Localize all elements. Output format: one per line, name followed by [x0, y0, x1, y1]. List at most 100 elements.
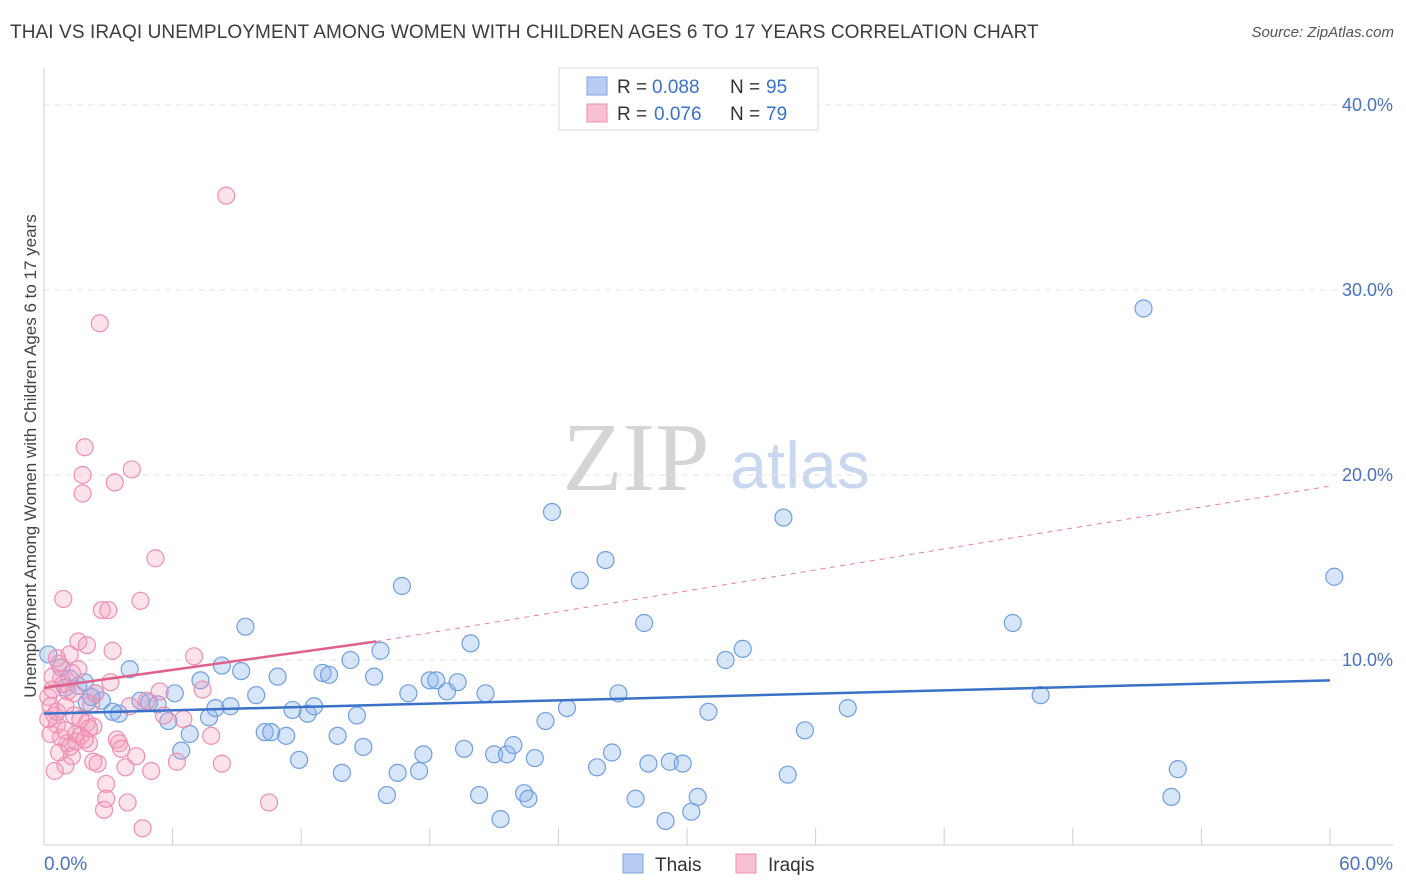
thais-point	[716, 650, 735, 670]
thais-point	[1162, 787, 1181, 807]
iraqis-point	[43, 667, 62, 686]
thais-point	[557, 698, 577, 718]
thais-point	[232, 661, 251, 681]
legend-iraqis-swatch	[586, 103, 608, 123]
thais-point	[120, 660, 139, 679]
thais-point	[221, 697, 240, 716]
thais-point	[476, 684, 495, 703]
thais-point	[212, 656, 231, 675]
bottom-legend-iraqis-swatch	[735, 853, 757, 874]
thais-point	[838, 698, 857, 718]
thais-point	[341, 650, 360, 670]
iraqis-point	[79, 719, 99, 738]
thais-point	[626, 789, 645, 808]
thais-point	[542, 502, 562, 522]
iraqis-point	[39, 710, 58, 729]
thais-point	[1325, 567, 1344, 586]
data-points	[39, 186, 1344, 838]
thais-point	[587, 758, 607, 777]
thais-point	[461, 634, 480, 653]
thais-point	[313, 663, 332, 683]
iraqis-point	[101, 673, 120, 692]
thais-trend-line	[43, 679, 1331, 715]
thais-point	[504, 735, 523, 755]
thais-point	[1003, 613, 1022, 633]
thais-point	[639, 754, 658, 773]
iraqis-point	[56, 721, 75, 740]
thais-point	[497, 745, 517, 764]
y-tick-label: 10.0%	[1342, 650, 1393, 670]
thais-point	[236, 617, 255, 636]
thais-point	[277, 726, 296, 745]
legend-iraqis-n-label: N =	[730, 104, 760, 125]
y-tick-label: 30.0%	[1342, 280, 1393, 300]
iraqis-point	[77, 636, 96, 655]
thais-point	[347, 706, 367, 725]
y-tick-label: 20.0%	[1342, 465, 1393, 485]
thais-point	[283, 700, 302, 720]
thais-point	[109, 704, 129, 723]
watermark-zip: ZIP	[563, 404, 710, 512]
thais-point	[635, 613, 654, 633]
thais-point	[491, 809, 510, 829]
thais-point	[420, 671, 439, 690]
bottom-legend-iraqis-label: Iraqis	[768, 855, 814, 876]
thais-point	[409, 761, 429, 781]
bottom-legend-thais-swatch	[622, 853, 644, 874]
thais-point	[172, 741, 191, 760]
bottom-legend: Thais Iraqis	[622, 853, 814, 876]
iraqis-point	[127, 747, 146, 766]
thais-point	[673, 754, 692, 773]
chart-title: THAI VS IRAQI UNEMPLOYMENT AMONG WOMEN W…	[10, 22, 1039, 43]
iraqis-point	[49, 743, 69, 762]
thais-point	[427, 671, 446, 690]
legend-iraqis-r-label: R =	[617, 104, 647, 125]
thais-point	[262, 723, 281, 742]
thais-point	[795, 721, 814, 740]
thais-point	[570, 571, 589, 590]
thais-point	[448, 673, 467, 692]
gridlines	[44, 104, 1393, 661]
iraqis-point	[142, 761, 161, 781]
iraqis-point	[97, 774, 116, 794]
thais-point	[247, 686, 266, 705]
legend-thais-r-label: R =	[617, 77, 647, 98]
iraqis-point	[174, 710, 193, 729]
legend-thais-swatch	[586, 76, 608, 96]
legend-iraqis-r-value: 0.076	[654, 104, 702, 125]
legend-thais-r-value: 0.088	[652, 77, 700, 98]
thais-point	[469, 785, 489, 805]
thais-point	[774, 508, 793, 527]
bottom-legend-thais-label: Thais	[655, 855, 701, 876]
thais-point	[1168, 760, 1187, 779]
iraqis-point	[56, 697, 75, 716]
iraqis-point	[99, 600, 118, 620]
thais-point	[733, 639, 752, 659]
thais-point	[485, 745, 504, 764]
iraqis-point	[131, 591, 150, 610]
iraqis-point	[133, 819, 152, 838]
thais-point	[92, 691, 111, 710]
thais-point	[699, 702, 718, 721]
iraqis-point	[193, 680, 212, 699]
axes	[43, 68, 1393, 846]
legend-iraqis-n-value: 79	[766, 104, 787, 125]
thais-point	[371, 641, 390, 660]
thais-point	[388, 763, 407, 782]
x-tick-max: 60.0%	[1339, 854, 1393, 875]
legend: R = 0.088 N = 95 R = 0.076 N = 79	[558, 67, 819, 131]
thais-point	[377, 785, 397, 805]
iraqis-point	[202, 726, 221, 745]
thais-point	[399, 684, 418, 703]
iraqis-point	[137, 691, 156, 710]
legend-thais-n-value: 95	[766, 77, 787, 98]
thais-point	[536, 711, 555, 731]
iraqis-point	[90, 314, 109, 333]
iraqis-point	[75, 730, 94, 749]
iraqis-point	[45, 761, 64, 781]
thais-point	[332, 763, 352, 782]
iraqis-point	[75, 438, 94, 457]
iraqis-trend-extension	[376, 485, 1331, 642]
thais-point	[298, 704, 317, 723]
iraqis-point	[105, 473, 124, 492]
